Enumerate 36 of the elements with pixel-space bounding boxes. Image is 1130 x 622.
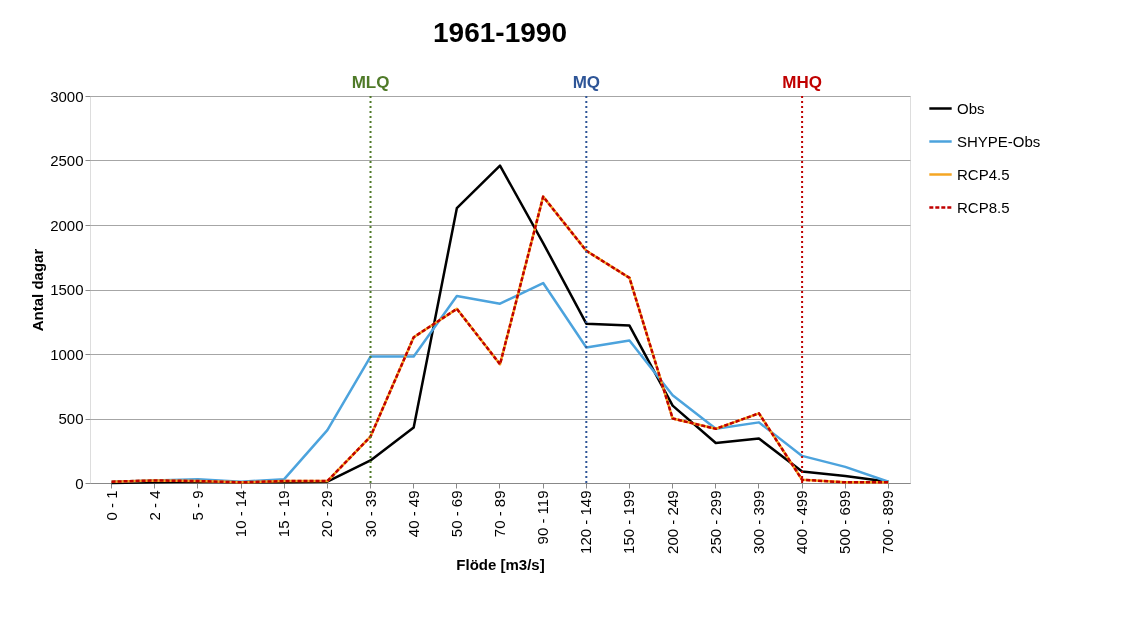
x-tick-label: 500 - 699	[836, 490, 854, 554]
x-tick-label: 150 - 199	[620, 490, 638, 554]
x-tick-label: 200 - 249	[663, 490, 681, 554]
legend-label: Obs	[957, 99, 985, 117]
y-tick-label: 500	[58, 410, 84, 427]
y-tick-label: 1000	[50, 345, 84, 363]
x-tick-label: 50 - 69	[447, 490, 465, 538]
x-tick-label: 300 - 399	[749, 490, 767, 554]
y-tick-label: 0	[75, 474, 84, 492]
y-tick-label: 2500	[50, 152, 84, 169]
x-tick-label: 20 - 29	[318, 490, 336, 538]
y-axis-title: Antal dagar	[29, 248, 47, 332]
legend-label: RCP8.5	[957, 198, 1010, 216]
x-tick-label: 400 - 499	[793, 490, 811, 554]
chart-title: 1961-1990	[433, 17, 567, 48]
x-tick-label: 15 - 19	[275, 490, 293, 538]
x-tick-label: 5 - 9	[188, 490, 206, 521]
x-tick-label: 0 - 1	[102, 490, 120, 521]
x-tick-label: 40 - 49	[404, 490, 422, 538]
x-tick-label: 90 - 119	[534, 490, 552, 545]
legend-label: RCP4.5	[957, 165, 1010, 183]
x-tick-label: 70 - 89	[491, 490, 508, 538]
x-tick-label: 250 - 299	[706, 490, 724, 554]
legend-label: SHYPE-Obs	[957, 132, 1041, 150]
y-tick-label: 1500	[50, 281, 84, 298]
ref-line-label: MQ	[572, 73, 601, 92]
ref-line-label: MHQ	[782, 73, 822, 92]
y-tick-label: 2000	[50, 216, 84, 234]
x-tick-label: 700 - 899	[879, 490, 897, 554]
x-axis-title: Flöde [m3/s]	[456, 555, 545, 573]
x-tick-label: 120 - 149	[577, 490, 595, 554]
y-tick-label: 3000	[50, 87, 84, 105]
ref-line-label: MLQ	[351, 73, 390, 92]
x-tick-label: 10 - 14	[232, 490, 250, 538]
x-tick-label: 2 - 4	[145, 490, 163, 521]
x-tick-label: 30 - 39	[361, 490, 379, 538]
